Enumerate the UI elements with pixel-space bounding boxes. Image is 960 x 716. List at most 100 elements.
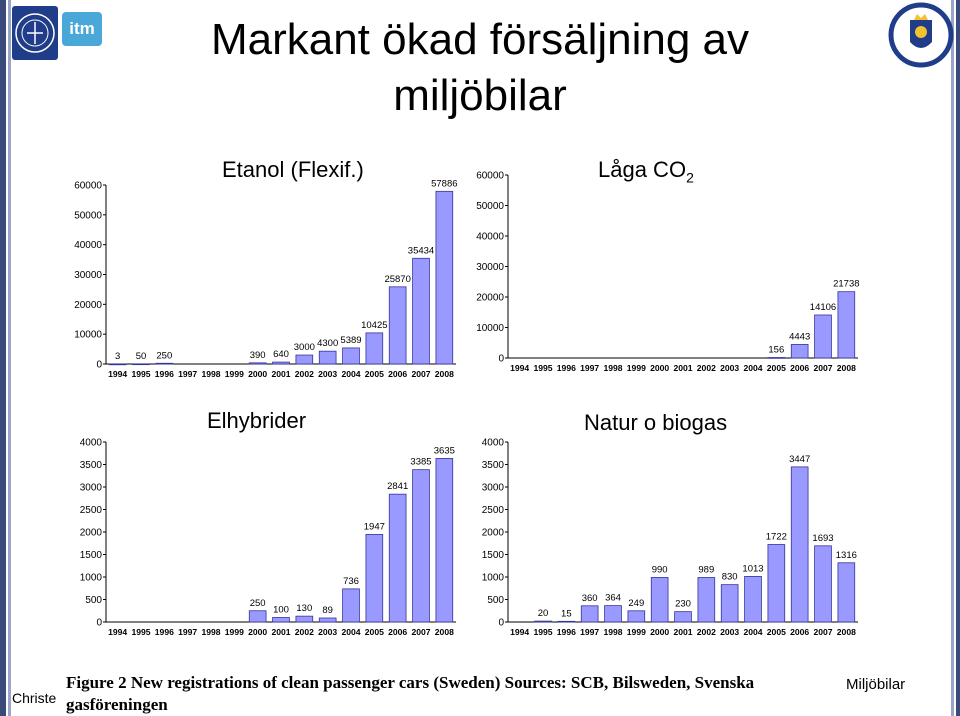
y-tick-label: 0: [96, 360, 102, 371]
data-label: 390: [250, 350, 266, 361]
x-tick-label: 1997: [178, 627, 197, 637]
x-tick-label: 2001: [673, 627, 692, 637]
x-tick-label: 2000: [650, 627, 669, 637]
bar: [627, 610, 646, 623]
y-tick-label: 500: [85, 595, 102, 606]
data-label: 20: [538, 608, 549, 619]
data-label: 1722: [766, 532, 787, 543]
data-label: 830: [722, 572, 738, 583]
y-tick-label: 3500: [482, 460, 505, 471]
x-tick-label: 1999: [225, 369, 244, 379]
x-tick-label: 1997: [580, 627, 599, 637]
x-tick-label: 1994: [108, 369, 127, 379]
y-tick-label: 40000: [476, 232, 504, 243]
left-border-inner: [8, 0, 11, 716]
bar: [342, 588, 360, 623]
y-tick-label: 40000: [74, 240, 102, 251]
bar: [248, 610, 267, 623]
x-tick-label: 2005: [767, 627, 786, 637]
bar: [295, 354, 314, 365]
bar: [814, 545, 832, 623]
bar: [388, 286, 407, 365]
left-border: [0, 0, 6, 716]
data-label: 736: [343, 576, 359, 587]
x-tick-label: 2008: [837, 627, 856, 637]
chart-title-elhybrider: Elhybrider: [207, 408, 307, 434]
data-label: 3447: [789, 454, 810, 465]
x-tick-label: 2001: [271, 369, 290, 379]
data-label: 989: [698, 564, 714, 575]
x-tick-label: 2007: [813, 363, 832, 373]
stockholm-stad-logo: [886, 2, 956, 68]
bar: [650, 577, 669, 623]
x-tick-label: 1999: [627, 627, 646, 637]
y-tick-label: 20000: [74, 300, 102, 311]
x-tick-label: 2006: [388, 627, 407, 637]
x-tick-label: 1999: [627, 363, 646, 373]
y-tick-label: 1500: [482, 550, 505, 561]
chart-area: [62, 140, 868, 640]
y-tick-label: 30000: [476, 262, 504, 273]
right-border: [956, 0, 960, 716]
x-tick-label: 2001: [271, 627, 290, 637]
y-tick-label: 0: [498, 618, 504, 629]
x-tick-label: 1999: [225, 627, 244, 637]
data-label: 35434: [408, 245, 434, 256]
x-tick-label: 2000: [248, 627, 267, 637]
bar: [412, 257, 430, 365]
y-tick-label: 2000: [482, 528, 505, 539]
x-tick-label: 2008: [837, 363, 856, 373]
y-tick-label: 60000: [476, 171, 504, 182]
bar: [674, 611, 692, 623]
bar: [132, 363, 150, 366]
y-tick-label: 3000: [80, 483, 103, 494]
x-tick-label: 1994: [510, 627, 529, 637]
footer-topic: Miljöbilar: [846, 676, 906, 693]
chart-title-laga-co2-sub: 2: [686, 169, 694, 186]
data-label: 250: [156, 350, 172, 361]
bar: [295, 615, 314, 623]
data-label: 50: [136, 351, 147, 362]
bar: [697, 577, 716, 623]
x-tick-label: 1997: [580, 363, 599, 373]
figure-caption-line2: gasföreningen: [66, 695, 168, 714]
data-label: 249: [628, 598, 644, 609]
x-tick-label: 2003: [720, 627, 739, 637]
bar: [272, 617, 290, 623]
bar: [318, 350, 337, 365]
y-tick-label: 1500: [80, 550, 103, 561]
x-tick-label: 2008: [435, 369, 454, 379]
x-tick-label: 1998: [201, 627, 220, 637]
bar: [435, 190, 454, 365]
x-tick-label: 1995: [131, 369, 150, 379]
chart-elhybrider: 0 500 1000 1500 2000 2500 3000 3500 4000 1994 1995…: [80, 438, 456, 637]
x-tick-label: 2007: [813, 627, 832, 637]
data-label: 1316: [836, 550, 857, 561]
bar: [720, 584, 739, 623]
footer-author: Christe: [12, 690, 57, 706]
itm-logo: itm: [62, 12, 102, 46]
y-tick-label: 10000: [74, 330, 102, 341]
x-tick-label: 2004: [341, 627, 360, 637]
x-tick-label: 2000: [650, 363, 669, 373]
x-tick-label: 2003: [318, 627, 337, 637]
bar: [744, 576, 762, 623]
x-tick-label: 2000: [248, 369, 267, 379]
x-tick-label: 2002: [697, 363, 716, 373]
x-tick-label: 1998: [201, 369, 220, 379]
y-tick-label: 60000: [74, 181, 102, 192]
y-tick-label: 500: [487, 595, 504, 606]
bar: [767, 357, 786, 359]
x-tick-label: 1996: [557, 363, 576, 373]
data-label: 57886: [431, 178, 457, 189]
data-label: 1947: [364, 521, 385, 532]
data-label: 156: [768, 345, 784, 356]
bar: [580, 605, 599, 623]
data-label: 15: [561, 608, 572, 619]
data-label: 14106: [810, 302, 836, 313]
data-label: 10425: [361, 320, 387, 331]
data-label: 5389: [340, 335, 361, 346]
x-tick-label: 2008: [435, 627, 454, 637]
x-tick-label: 1995: [533, 627, 552, 637]
data-label: 25870: [384, 274, 410, 285]
